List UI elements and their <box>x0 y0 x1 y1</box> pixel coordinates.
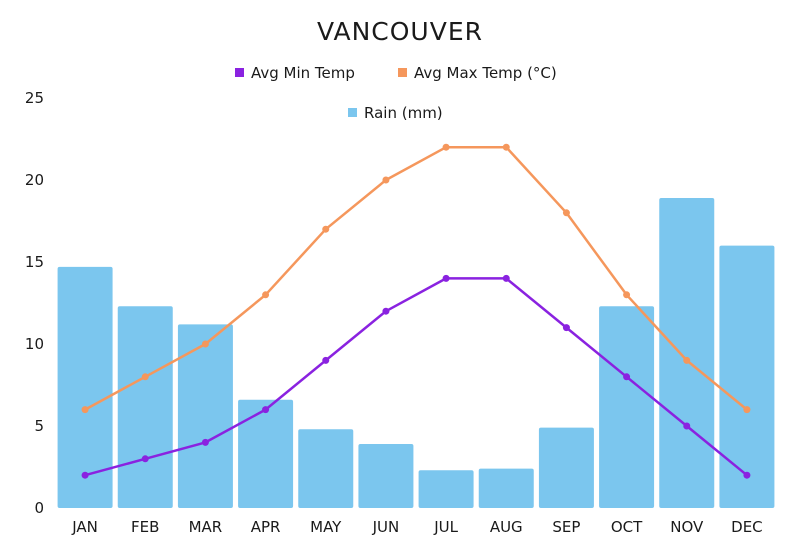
bar-jan <box>57 266 113 508</box>
bar-may <box>298 429 354 508</box>
bar-oct <box>599 306 655 508</box>
y-tick-label: 5 <box>34 417 44 435</box>
bar-aug <box>478 468 534 508</box>
y-tick-label: 20 <box>25 171 44 189</box>
x-tick-label: APR <box>251 518 281 536</box>
avg-max-temp-c-point-nov <box>683 356 691 364</box>
bar-sep <box>538 427 594 508</box>
avg-min-temp-point-jan <box>81 471 89 479</box>
avg-min-temp-point-may <box>322 356 330 364</box>
avg-min-temp-point-feb <box>141 455 149 463</box>
x-axis: JAN FEB MAR APR MAY JUN JUL AUG SEP OCT NOV DEC <box>71 518 762 536</box>
legend-swatch-avg-min-temp <box>235 68 244 77</box>
avg-max-temp-c-point-aug <box>502 143 510 151</box>
x-tick-label: JUN <box>372 518 400 536</box>
x-tick-label: JUL <box>433 518 458 536</box>
legend-label-rain-mm: Rain (mm) <box>364 104 443 122</box>
bar-jun <box>358 444 414 508</box>
bar-dec <box>719 245 775 508</box>
bar-nov <box>659 198 715 509</box>
x-tick-label: OCT <box>611 518 643 536</box>
avg-max-temp-c-point-mar <box>201 340 209 348</box>
x-tick-label: NOV <box>670 518 704 536</box>
y-axis: 0 5 10 15 20 25 <box>25 89 44 517</box>
rain-bars <box>57 198 775 509</box>
avg-max-temp-c-point-dec <box>743 406 751 414</box>
legend-swatch-avg-max-temp-c <box>398 68 407 77</box>
avg-max-temp-c-line <box>84 145 748 411</box>
avg-max-temp-c-point-feb <box>141 373 149 381</box>
avg-min-temp-point-oct <box>623 373 631 381</box>
legend-swatch-rain-mm <box>348 108 357 117</box>
legend-label-avg-min-temp: Avg Min Temp <box>251 64 355 82</box>
x-tick-label: SEP <box>552 518 580 536</box>
bar-mar <box>177 324 233 508</box>
x-tick-label: MAR <box>189 518 223 536</box>
avg-max-temp-c-point-may <box>322 225 330 233</box>
avg-min-temp-point-apr <box>262 406 270 414</box>
x-tick-label: FEB <box>131 518 159 536</box>
temperature-lines <box>81 143 751 479</box>
y-tick-label: 15 <box>25 253 44 271</box>
y-tick-label: 0 <box>34 499 44 517</box>
legend-label-avg-max-temp-c: Avg Max Temp (°C) <box>414 64 557 82</box>
avg-max-temp-c-point-jul <box>442 143 450 151</box>
y-tick-label: 10 <box>25 335 44 353</box>
avg-max-temp-c-point-sep <box>562 209 570 217</box>
bar-feb <box>117 306 173 508</box>
x-tick-label: DEC <box>731 518 763 536</box>
bar-apr <box>238 399 294 508</box>
avg-max-temp-c-point-jun <box>382 176 390 184</box>
avg-max-temp-c-point-oct <box>623 291 631 299</box>
avg-min-temp-point-mar <box>201 438 209 446</box>
legend: Avg Min Temp Avg Max Temp (°C) Rain (mm) <box>235 64 557 122</box>
avg-max-temp-c-point-apr <box>262 291 270 299</box>
bar-jul <box>418 470 474 508</box>
avg-max-temp-c-point-jan <box>81 406 89 414</box>
x-tick-label: MAY <box>310 518 342 536</box>
x-tick-label: JAN <box>71 518 98 536</box>
y-tick-label: 25 <box>25 89 44 107</box>
avg-min-temp-point-jun <box>382 307 390 315</box>
avg-min-temp-point-sep <box>562 324 570 332</box>
avg-min-temp-point-nov <box>683 422 691 430</box>
avg-min-temp-point-jul <box>442 274 450 282</box>
avg-min-temp-line <box>84 277 748 477</box>
x-tick-label: AUG <box>490 518 523 536</box>
avg-min-temp-point-aug <box>502 274 510 282</box>
avg-min-temp-point-dec <box>743 471 751 479</box>
chart-title: VANCOUVER <box>317 17 483 46</box>
